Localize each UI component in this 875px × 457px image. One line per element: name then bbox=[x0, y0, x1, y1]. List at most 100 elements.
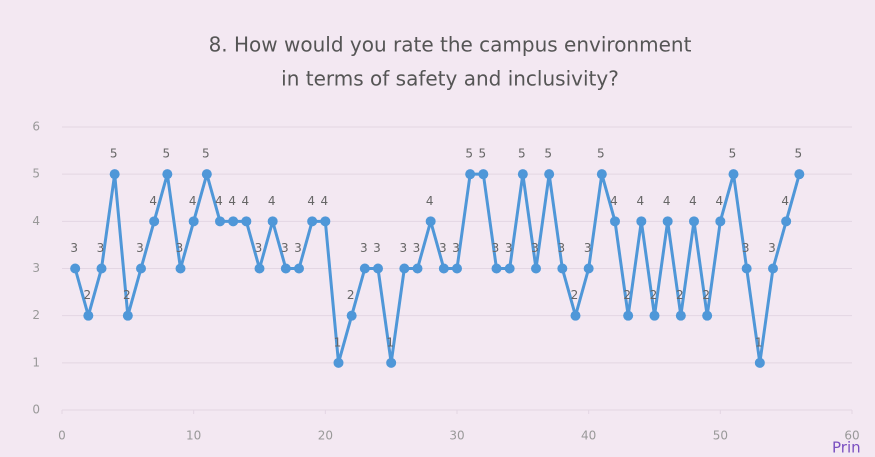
data-point bbox=[162, 169, 173, 180]
data-point bbox=[175, 263, 186, 274]
data-label: 4 bbox=[149, 194, 157, 208]
data-point bbox=[583, 263, 594, 274]
data-label: 4 bbox=[781, 194, 789, 208]
data-label: 5 bbox=[163, 147, 171, 161]
data-label: 5 bbox=[479, 147, 487, 161]
data-label: 4 bbox=[242, 194, 250, 208]
data-label: 1 bbox=[334, 335, 342, 349]
data-point bbox=[478, 169, 489, 180]
data-label: 4 bbox=[610, 194, 618, 208]
y-tick-label: 2 bbox=[32, 308, 40, 322]
data-point bbox=[689, 216, 699, 227]
data-label: 2 bbox=[84, 288, 92, 302]
data-point bbox=[399, 263, 410, 274]
data-point bbox=[333, 357, 344, 368]
data-point bbox=[636, 216, 647, 227]
data-point bbox=[201, 169, 212, 180]
data-point bbox=[267, 216, 278, 227]
data-point bbox=[662, 216, 673, 227]
data-point bbox=[149, 216, 160, 227]
data-label: 3 bbox=[413, 241, 421, 255]
x-tick-label: 40 bbox=[581, 429, 596, 443]
x-tick-label: 60 bbox=[844, 429, 859, 443]
data-point bbox=[623, 310, 634, 321]
data-label: 3 bbox=[742, 241, 750, 255]
data-point bbox=[412, 263, 423, 274]
y-tick-label: 5 bbox=[32, 167, 40, 181]
data-label: 4 bbox=[268, 194, 276, 208]
data-label: 5 bbox=[110, 147, 118, 161]
data-point bbox=[728, 169, 739, 180]
chart-title: 8. How would you rate the campus environ… bbox=[209, 33, 692, 57]
data-label: 3 bbox=[558, 241, 566, 255]
x-tick-label: 0 bbox=[58, 429, 66, 443]
data-label: 5 bbox=[795, 147, 803, 161]
data-point bbox=[228, 216, 239, 227]
data-label: 5 bbox=[729, 147, 737, 161]
data-point bbox=[465, 169, 476, 180]
x-tick-label: 50 bbox=[713, 429, 728, 443]
data-label: 3 bbox=[492, 241, 500, 255]
data-point bbox=[359, 263, 370, 274]
data-point bbox=[386, 357, 397, 368]
data-label: 5 bbox=[518, 147, 526, 161]
data-point bbox=[504, 263, 515, 274]
data-point bbox=[517, 169, 528, 180]
data-label: 4 bbox=[663, 194, 671, 208]
y-tick-label: 6 bbox=[32, 120, 40, 134]
data-label: 3 bbox=[176, 241, 184, 255]
chart-title: in terms of safety and inclusivity? bbox=[281, 67, 619, 91]
annotation: Prin bbox=[832, 439, 861, 457]
data-point bbox=[610, 216, 620, 227]
data-point bbox=[754, 357, 765, 368]
data-point bbox=[702, 310, 713, 321]
data-label: 3 bbox=[439, 241, 447, 255]
data-point bbox=[544, 169, 555, 180]
data-point bbox=[70, 263, 81, 274]
data-point bbox=[188, 216, 199, 227]
data-label: 4 bbox=[426, 194, 434, 208]
data-point bbox=[96, 263, 107, 274]
data-label: 4 bbox=[189, 194, 197, 208]
data-label: 3 bbox=[136, 241, 144, 255]
data-point bbox=[320, 216, 331, 227]
data-point bbox=[346, 310, 357, 321]
data-label: 4 bbox=[307, 194, 315, 208]
data-label: 1 bbox=[755, 335, 763, 349]
data-label: 3 bbox=[294, 241, 302, 255]
data-label: 3 bbox=[531, 241, 539, 255]
data-label: 5 bbox=[465, 147, 473, 161]
data-point bbox=[675, 310, 686, 321]
data-line bbox=[73, 172, 801, 365]
y-tick-label: 4 bbox=[32, 214, 40, 228]
data-label: 3 bbox=[505, 241, 513, 255]
data-point bbox=[280, 263, 291, 274]
y-tick-label: 3 bbox=[32, 261, 40, 275]
data-label: 2 bbox=[676, 288, 684, 302]
data-point bbox=[557, 263, 568, 274]
data-label: 4 bbox=[637, 194, 645, 208]
data-point bbox=[83, 310, 94, 321]
data-label: 3 bbox=[768, 241, 776, 255]
data-label: 3 bbox=[97, 241, 105, 255]
data-label: 2 bbox=[571, 288, 579, 302]
data-point bbox=[715, 216, 726, 227]
data-label: 3 bbox=[373, 241, 381, 255]
data-label: 5 bbox=[202, 147, 210, 161]
y-tick-label: 0 bbox=[32, 403, 40, 417]
data-point bbox=[307, 216, 318, 227]
data-point bbox=[122, 310, 133, 321]
data-point bbox=[425, 216, 436, 227]
data-label: 3 bbox=[281, 241, 289, 255]
data-label: 2 bbox=[123, 288, 131, 302]
data-label: 5 bbox=[597, 147, 605, 161]
data-label: 2 bbox=[623, 288, 631, 302]
data-label: 3 bbox=[255, 241, 263, 255]
data-label: 4 bbox=[716, 194, 724, 208]
data-point bbox=[491, 263, 502, 274]
data-label: 2 bbox=[347, 288, 355, 302]
data-point bbox=[794, 169, 805, 180]
